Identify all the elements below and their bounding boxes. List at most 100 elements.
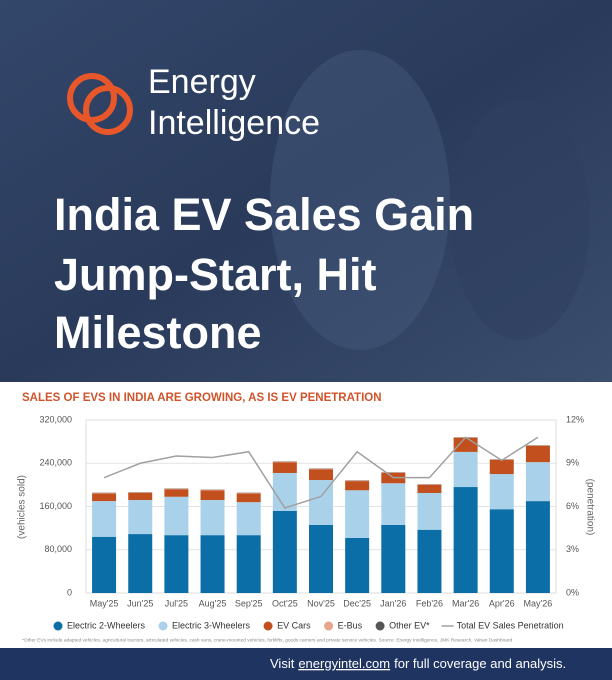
x-tick-label: Dec'25 — [343, 598, 371, 608]
x-tick-label: May'26 — [524, 598, 553, 608]
x-tick-label: Sep'25 — [235, 598, 263, 608]
legend-marker — [158, 621, 168, 631]
x-tick-label: Aug'25 — [199, 598, 227, 608]
bar-segment — [309, 524, 333, 593]
bar-segment — [417, 484, 442, 485]
chart-title: SALES OF EVS IN INDIA ARE GROWING, AS IS… — [22, 392, 382, 404]
legend-label: Other EV* — [389, 620, 430, 630]
bar-segment — [272, 462, 297, 473]
legend-marker — [375, 621, 385, 631]
y2-tick-label: 6% — [566, 501, 579, 511]
bar-segment — [489, 474, 514, 510]
logo-icon — [67, 73, 133, 135]
x-tick-label: Jan'26 — [380, 598, 406, 608]
headline: Jump-Start, Hit — [54, 249, 377, 300]
y-axis-label: (vehicles sold) — [17, 475, 28, 539]
bar-segment — [525, 445, 550, 463]
x-tick-label: Apr'26 — [489, 598, 515, 608]
x-tick-label: Oct'25 — [272, 598, 298, 608]
legend-label: Electric 3-Wheelers — [172, 620, 251, 630]
legend-label: Total EV Sales Penetration — [457, 620, 564, 630]
legend-marker — [53, 621, 63, 631]
x-tick-label: Mar'26 — [452, 598, 479, 608]
bar-segment — [489, 509, 514, 593]
bar-segment — [453, 437, 478, 452]
y-tick-label: 240,000 — [39, 458, 72, 468]
footer-suffix: for full coverage and analysis. — [394, 656, 566, 671]
x-tick-label: Nov'25 — [307, 598, 335, 608]
bar-segment — [381, 472, 406, 473]
y-tick-label: 160,000 — [39, 501, 72, 511]
x-tick-label: Jul'25 — [165, 598, 188, 608]
bar-segment — [164, 489, 189, 497]
penetration-line — [103, 436, 539, 509]
legend-marker — [263, 621, 273, 631]
bar-segment — [236, 502, 261, 536]
y2-tick-label: 12% — [566, 414, 584, 424]
bar-segment — [164, 535, 189, 593]
bar-segment — [345, 490, 370, 538]
bar-segment — [272, 461, 297, 463]
bar-segment — [200, 500, 225, 536]
footer-prefix: Visit — [270, 656, 295, 671]
bar-segment — [345, 481, 370, 491]
bar-segment — [381, 483, 406, 525]
bar-segment — [92, 536, 117, 593]
bar-segment — [236, 492, 261, 494]
bar-segment — [200, 535, 225, 593]
bar-segment — [128, 492, 153, 501]
bar-segment — [200, 490, 225, 501]
bar-segment — [92, 492, 117, 494]
bar-segment — [128, 534, 153, 593]
bar-segment — [417, 492, 442, 530]
bar-segment — [272, 472, 297, 511]
bar-segment — [417, 484, 442, 493]
footer-bar — [0, 648, 612, 680]
bar-segment — [525, 462, 550, 502]
photo-shape — [450, 100, 590, 340]
headline: India EV Sales Gain — [54, 189, 474, 240]
bar-segment — [164, 488, 189, 490]
footer-text: Visit energyintel.com for full coverage an… — [270, 656, 566, 671]
bar-segment — [164, 496, 189, 536]
bar-segment — [309, 468, 333, 470]
bar-segment — [92, 493, 117, 502]
bar-segment — [92, 501, 117, 537]
bar-segment — [345, 480, 370, 482]
footer-link[interactable]: energyintel.com — [298, 656, 390, 671]
y-tick-label: 80,000 — [44, 544, 72, 554]
bar-segment — [128, 492, 153, 493]
legend-label: EV Cars — [277, 620, 311, 630]
bar-segment — [236, 535, 261, 593]
headline: Milestone — [54, 307, 262, 358]
y2-tick-label: 3% — [566, 544, 579, 554]
legend-marker — [324, 621, 334, 631]
bar-segment — [236, 493, 261, 503]
photo-shape — [270, 50, 450, 350]
bar-segment — [453, 451, 478, 488]
x-tick-label: Feb'26 — [416, 598, 443, 608]
x-tick-label: Jun'25 — [127, 598, 153, 608]
y2-tick-label: 0% — [566, 587, 579, 597]
brand: Intelligence — [148, 104, 320, 142]
bar-segment — [345, 537, 370, 593]
bar-segment — [525, 445, 550, 446]
bar-segment — [381, 524, 406, 593]
bar-segment — [525, 501, 550, 593]
bar-segment — [128, 500, 153, 535]
y2-tick-label: 9% — [566, 458, 579, 468]
bar-segment — [453, 487, 478, 593]
bar-segment — [272, 510, 297, 593]
bar-segment — [489, 460, 514, 475]
y-tick-label: 320,000 — [39, 414, 72, 424]
x-tick-label: May'25 — [90, 598, 119, 608]
legend-label: Electric 2-Wheelers — [67, 620, 146, 630]
bar-segment — [200, 489, 225, 491]
bar-segment — [309, 469, 333, 481]
footnote: *Other EVs include adapted vehicles, agr… — [22, 637, 513, 643]
y-tick-label: 0 — [67, 587, 72, 597]
legend-label: E-Bus — [338, 620, 363, 630]
brand: Energy — [148, 63, 256, 101]
